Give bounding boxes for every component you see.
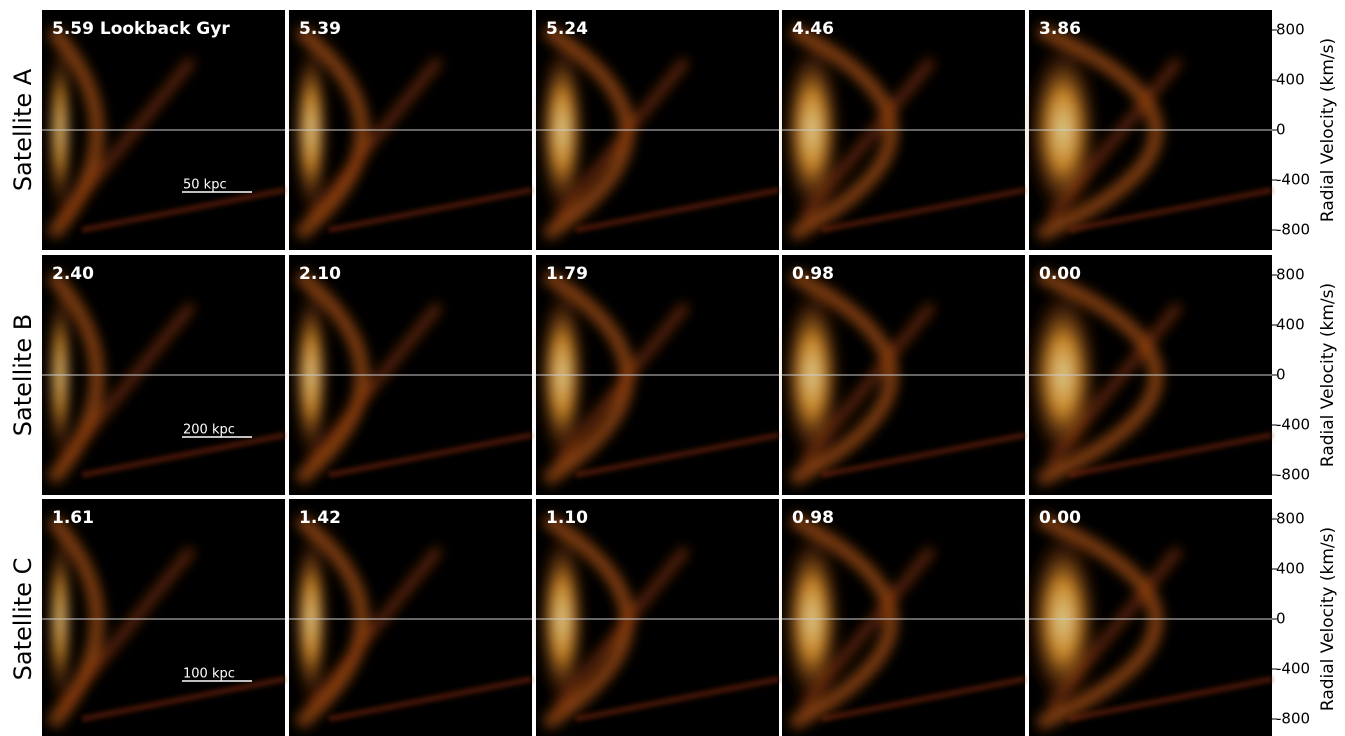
- glow-stream: [305, 301, 443, 469]
- glow-tail: [821, 432, 1026, 478]
- glow-arc: [788, 268, 898, 487]
- axis-title: Radial Velocity (km/s): [1318, 527, 1338, 711]
- glow-arc: [1036, 512, 1163, 731]
- time-label: 2.40: [52, 264, 94, 284]
- row-label: Satellite A: [9, 68, 37, 191]
- density-image: [46, 514, 196, 729]
- glow-arc: [294, 513, 369, 730]
- glow-stream: [58, 56, 196, 224]
- glow-stream: [58, 545, 196, 713]
- tick-label: 800: [1276, 21, 1305, 39]
- glow-stream: [58, 301, 196, 469]
- glow-tail: [1068, 676, 1273, 722]
- glow-arc: [788, 512, 898, 731]
- glow-arc: [1036, 268, 1163, 487]
- glow-tail: [575, 432, 780, 478]
- time-label: 0.00: [1039, 508, 1081, 528]
- glow-stream: [552, 545, 690, 713]
- glow-tail: [575, 187, 780, 233]
- glow-stream: [1045, 545, 1183, 713]
- glow-tail: [81, 676, 286, 722]
- row-label: Satellite B: [9, 314, 37, 436]
- tick-label: 800: [1276, 266, 1305, 284]
- time-label: 5.59 Lookback Gyr: [52, 19, 230, 39]
- time-label: 5.24: [546, 19, 588, 39]
- glow-tail: [1068, 432, 1273, 478]
- glow-stream: [1045, 301, 1183, 469]
- glow-tail: [81, 187, 286, 233]
- tick-label: -400: [1276, 171, 1310, 189]
- glow-tail: [821, 676, 1026, 722]
- tick-label: 400: [1276, 71, 1305, 89]
- time-label: 1.79: [546, 264, 588, 284]
- time-label: 1.61: [52, 508, 94, 528]
- scale-bar-label: 100 kpc: [183, 667, 235, 682]
- time-label: 0.98: [792, 508, 834, 528]
- glow-stream: [798, 545, 936, 713]
- time-label: 1.42: [299, 508, 341, 528]
- tick-label: 0: [1276, 366, 1286, 384]
- glow-stream: [552, 301, 690, 469]
- glow-tail: [575, 676, 780, 722]
- glow-arc: [294, 269, 369, 486]
- tick-label: -800: [1276, 710, 1310, 728]
- tick-label: 800: [1276, 510, 1305, 528]
- glow-tail: [81, 432, 286, 478]
- axis-title: Radial Velocity (km/s): [1318, 38, 1338, 222]
- time-label: 1.10: [546, 508, 588, 528]
- tick-label: -800: [1276, 466, 1310, 484]
- tick-label: 0: [1276, 610, 1286, 628]
- tick-label: 400: [1276, 316, 1305, 334]
- tick-label: -400: [1276, 660, 1310, 678]
- scale-bar-label: 50 kpc: [183, 178, 227, 193]
- tick-label: -400: [1276, 416, 1310, 434]
- tick-label: -800: [1276, 221, 1310, 239]
- glow-tail: [328, 676, 533, 722]
- row-label: Satellite C: [9, 558, 37, 681]
- glow-arc: [294, 24, 369, 241]
- glow-tail: [821, 187, 1026, 233]
- time-label: 3.86: [1039, 19, 1081, 39]
- time-label: 0.00: [1039, 264, 1081, 284]
- tick-label: 0: [1276, 121, 1286, 139]
- time-label: 4.46: [792, 19, 834, 39]
- glow-stream: [1045, 56, 1183, 224]
- glow-stream: [305, 545, 443, 713]
- glow-stream: [552, 56, 690, 224]
- time-label: 0.98: [792, 264, 834, 284]
- time-label: 5.39: [299, 19, 341, 39]
- scale-bar-label: 200 kpc: [183, 423, 235, 438]
- glow-tail: [1068, 187, 1273, 233]
- time-label: 2.10: [299, 264, 341, 284]
- glow-arc: [1036, 23, 1163, 242]
- axis-title: Radial Velocity (km/s): [1318, 283, 1338, 467]
- glow-stream: [305, 56, 443, 224]
- glow-tail: [328, 187, 533, 233]
- glow-tail: [328, 432, 533, 478]
- tick-label: 400: [1276, 560, 1305, 578]
- panel: [42, 499, 285, 736]
- glow-stream: [798, 301, 936, 469]
- glow-arc: [788, 23, 898, 242]
- glow-stream: [798, 56, 936, 224]
